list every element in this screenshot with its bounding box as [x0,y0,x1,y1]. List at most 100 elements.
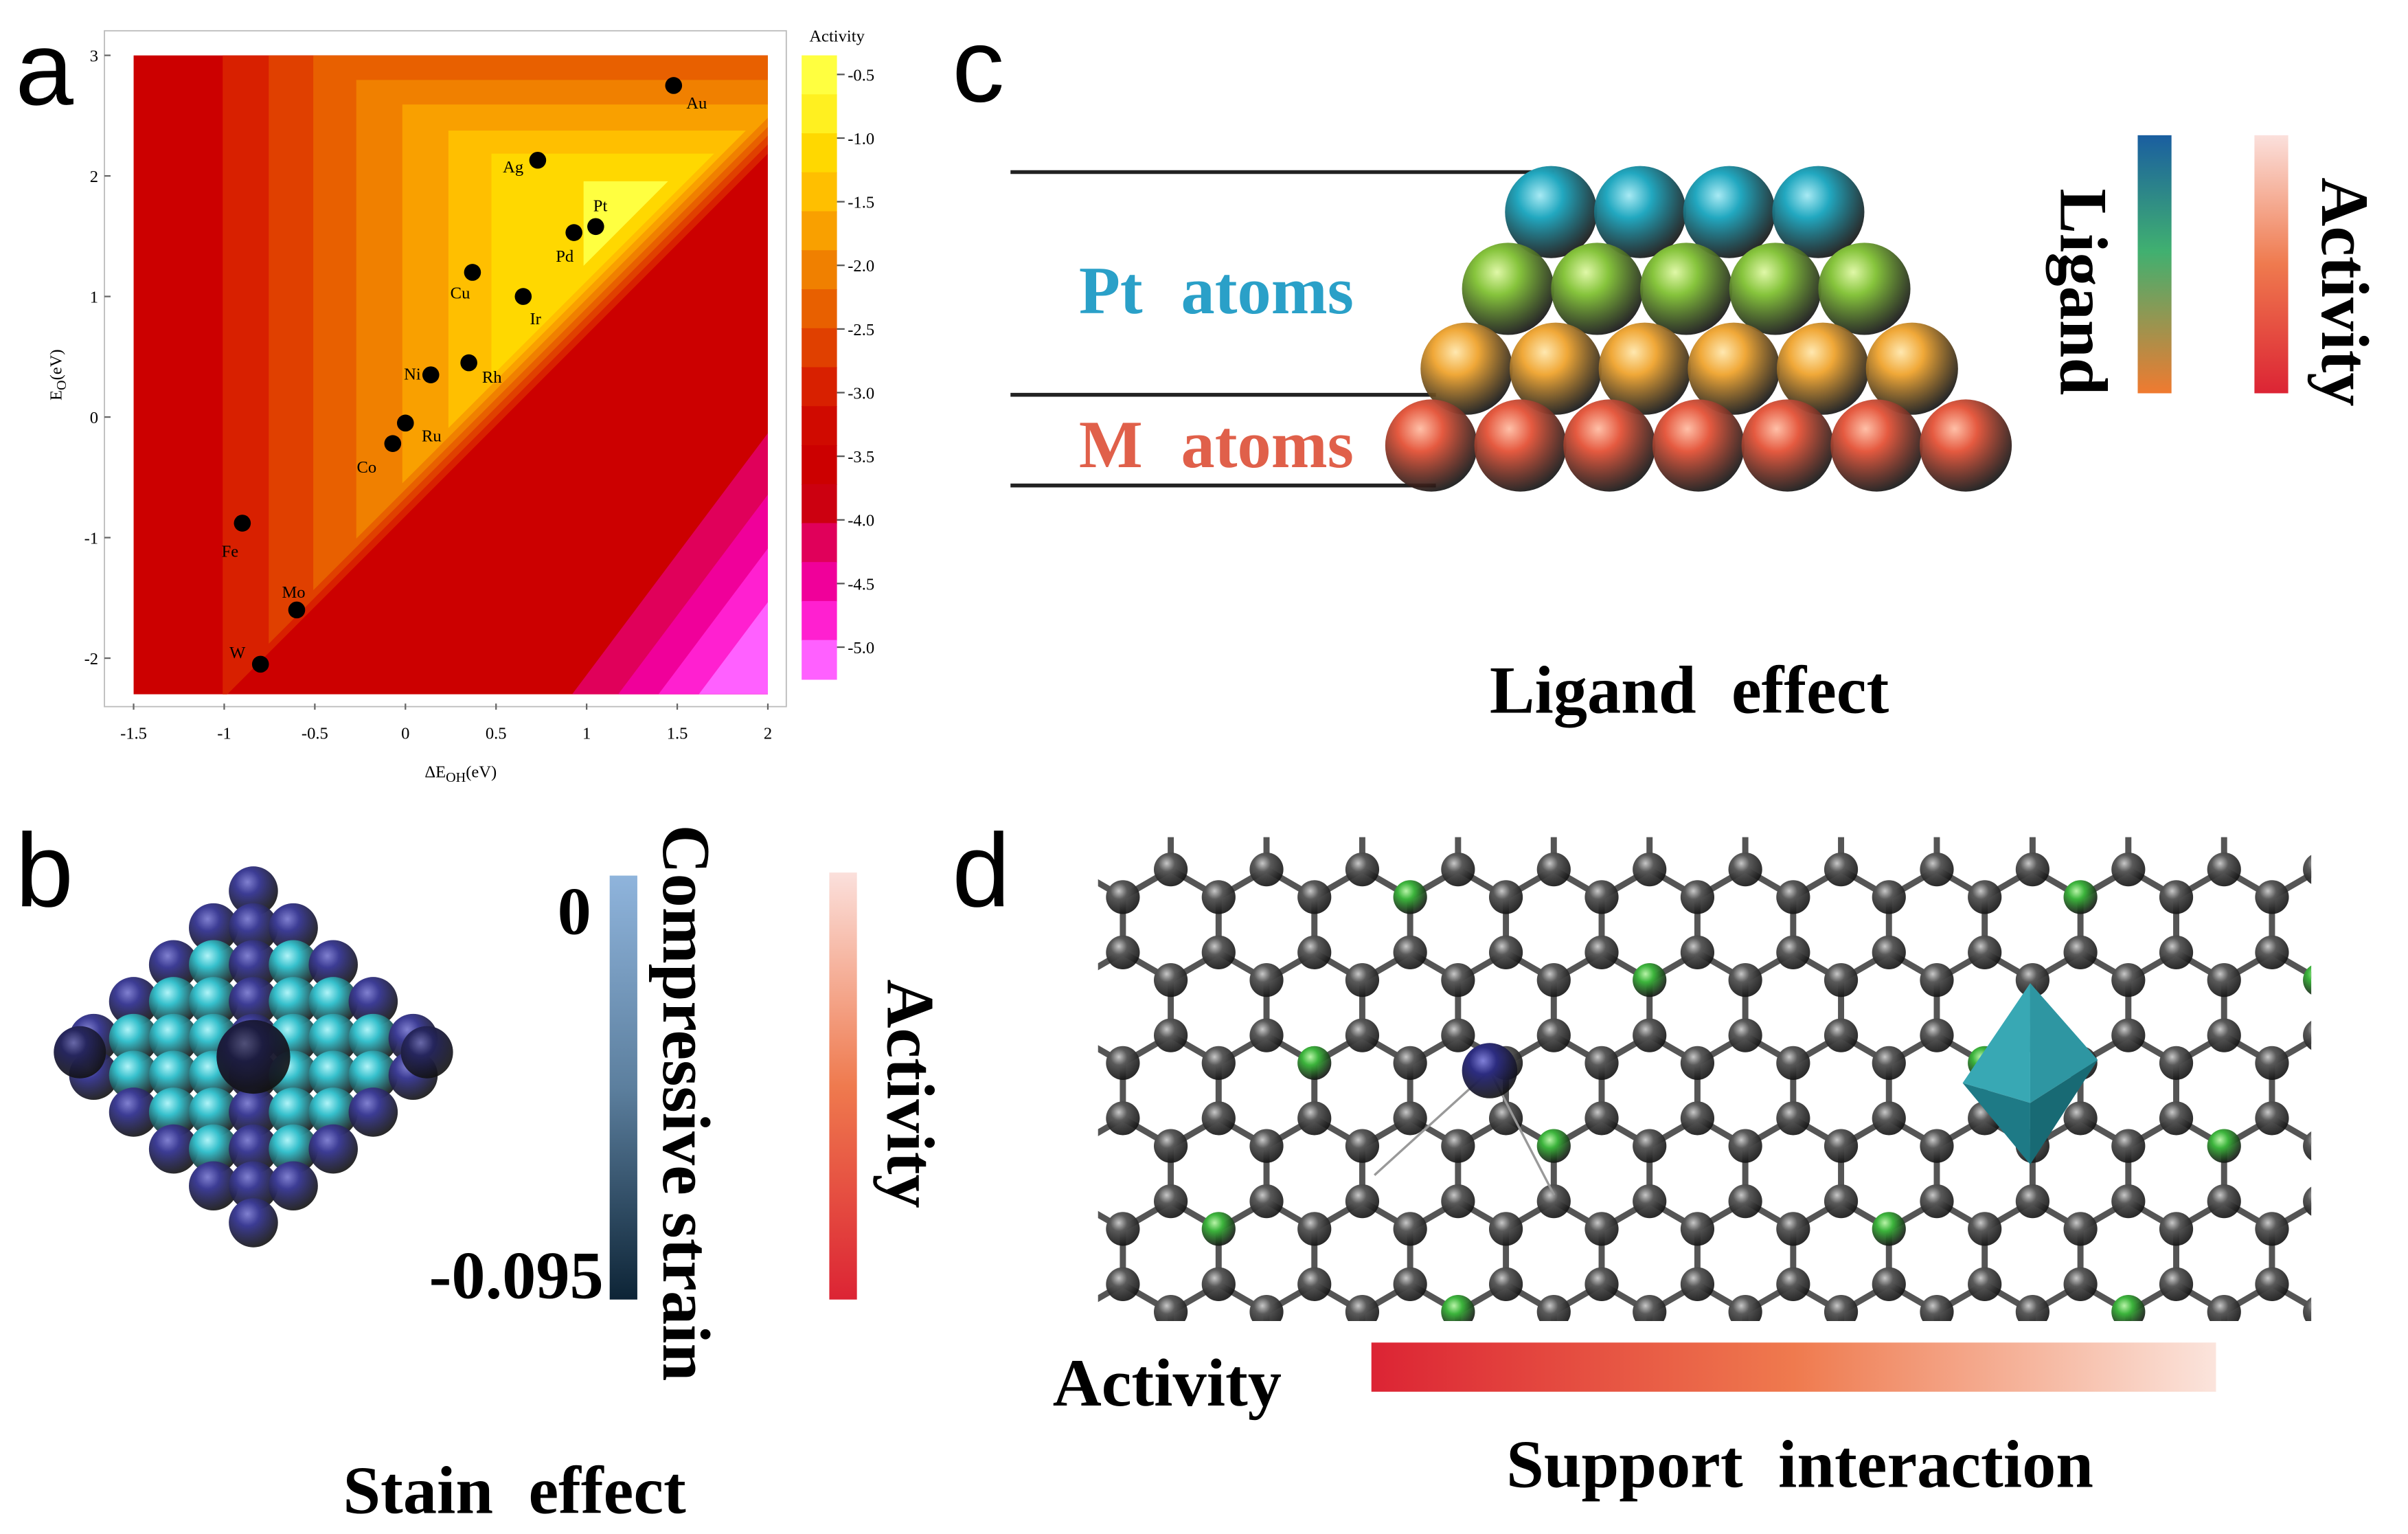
bond [1267,787,1315,814]
bond [2367,1118,2408,1146]
atom [2303,1186,2312,1216]
atom [1968,1212,2002,1246]
atom [1920,1018,1954,1052]
atom [1776,769,1810,803]
atom [308,1013,358,1063]
atom [1584,1101,1619,1136]
atom [1681,769,1714,803]
atom [962,963,996,997]
atom [2351,1433,2385,1467]
bond [1267,1450,1315,1478]
atom [2111,798,2145,831]
atom [229,977,278,1026]
atom [400,1026,453,1079]
activity-bar [829,872,857,1300]
atom [189,903,238,953]
data-point [396,414,414,432]
atom [2015,963,2049,997]
atom [962,1129,996,1163]
bond [2320,952,2368,980]
bond [979,1035,1027,1063]
x-axis-label: ΔEOH(eV) [424,763,497,785]
atom [269,977,318,1026]
atom [1297,935,1332,969]
atom [54,1026,106,1079]
x-tick-label: 1.5 [667,725,688,743]
atom [1824,1295,1859,1322]
data-point [529,151,547,169]
atom [1441,1184,1475,1219]
bond [2224,1450,2272,1478]
atom [1345,798,1379,831]
atom [1872,935,1906,969]
bond [1027,1118,1075,1146]
bond [1075,1450,1123,1478]
atom [229,1198,278,1248]
atom [1462,242,1554,335]
colorbar-band [802,444,837,485]
atom [1865,322,1958,415]
atom [348,1050,398,1101]
x-tick-label: -1.5 [120,725,147,743]
atom [1202,1433,1236,1467]
point-label: Ni [404,365,421,383]
bond [1506,787,1554,814]
activity-title: Activity [872,979,947,1208]
atom [1441,853,1475,887]
atom [1818,242,1911,335]
bond [1793,787,1841,814]
atom [1010,769,1044,803]
atom [1058,798,1092,831]
atom [348,977,398,1026]
atom [1010,714,1044,748]
data-point [565,224,582,241]
atom [2207,1129,2241,1163]
atom [1249,1129,1284,1163]
atom [1010,1046,1044,1080]
atom [1633,963,1667,997]
atom [2303,798,2337,831]
x-tick-label: 1 [582,725,591,743]
x-tick-label: -1 [217,725,231,743]
strain-bar [609,875,637,1300]
atom [2351,1267,2385,1301]
atom [1154,1018,1188,1052]
atom [1106,880,1140,914]
atom [1920,963,1954,997]
bond [2320,1035,2368,1063]
bond [1458,787,1506,814]
atom [2063,1212,2098,1246]
atom [1536,1129,1571,1163]
panel-label: c [952,8,1004,124]
atom [1154,963,1188,997]
atom [2351,769,2385,803]
atom [269,940,318,990]
atom [2016,798,2049,831]
atom [1824,1184,1859,1219]
atom [1633,798,1666,831]
atom [189,1087,238,1137]
atom [1249,1295,1284,1322]
bond [1362,1450,1410,1478]
atom [1394,769,1427,803]
atom [2159,1267,2194,1301]
point-label: Ir [530,310,541,328]
atom [2159,880,2194,914]
atom [1776,1267,1810,1301]
atom [189,1124,238,1174]
bond [1218,1450,1267,1478]
data-point [514,288,532,305]
atom [2303,855,2312,884]
atom [269,1087,318,1137]
caption: Support interaction [1506,1427,2093,1502]
atom [1563,399,1656,492]
bond [2320,1450,2368,1478]
atom [1728,853,1762,887]
atom [2255,935,2289,969]
bond [1315,1367,1363,1395]
atom [1741,399,1834,492]
atom [1919,399,2012,492]
atom [2255,714,2288,748]
bond [979,1450,1027,1478]
atom [1249,1184,1284,1219]
